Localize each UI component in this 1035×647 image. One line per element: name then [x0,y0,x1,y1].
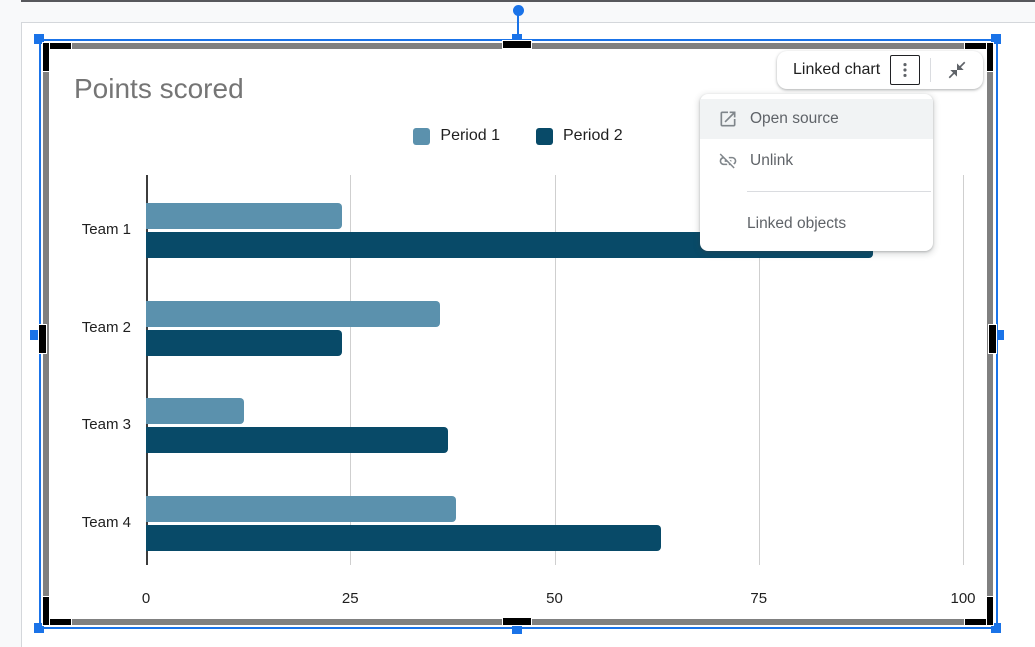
menu-item-label: Open source [750,110,839,127]
open-in-new-icon [720,111,736,127]
gridline [963,175,964,565]
x-tick-label: 75 [750,590,768,607]
crop-handle-middle-right[interactable] [989,325,996,353]
chart-title: Points scored [74,73,244,104]
menu-item-label: Unlink [750,152,794,169]
toolbar-bottom-edge [21,0,1035,2]
legend-label: Period 1 [440,127,500,144]
y-axis-line [146,175,148,565]
chart-row-team-4: Team 4 [82,468,963,566]
crop-handle-top-right[interactable] [965,43,993,49]
more-options-button[interactable] [890,55,921,85]
linked-chart-toolbar: Linked chart [777,51,984,89]
crop-handle-bottom-center[interactable] [503,618,531,625]
resize-handle-middle-right[interactable] [994,330,1004,340]
bar-period-1 [146,398,245,424]
crop-handle-bottom-right[interactable] [987,597,993,625]
crop-handle-bottom-left[interactable] [43,619,71,625]
resize-handle-bottom-center[interactable] [512,624,522,634]
x-tick-label: 0 [141,590,151,607]
menu-item-unlink[interactable]: Unlink [700,141,933,181]
crop-handle-top-left[interactable] [43,43,49,71]
chart-row-team-3: Team 3 [82,370,963,468]
menu-item-label: Linked objects [747,215,847,232]
rotation-handle-line [517,14,519,40]
chart-row-team-2: Team 2 [82,273,963,371]
crop-handle-top-center[interactable] [503,41,531,48]
category-label: Team 2 [81,318,131,336]
crop-handle-middle-left[interactable] [39,325,46,353]
bar-period-1 [146,495,457,522]
crop-handle-top-left[interactable] [43,43,71,49]
menu-item-open-source[interactable]: Open source [700,99,933,139]
gridline [350,175,352,565]
legend-label: Period 2 [563,127,623,144]
x-tick-label: 50 [546,590,563,607]
category-label: Team 4 [81,513,131,531]
legend-swatch [536,127,553,145]
bar-period-1 [146,203,343,229]
category-label: Team 1 [81,221,131,238]
bar-period-2 [146,524,661,551]
crop-handle-bottom-right[interactable] [965,619,993,625]
bar-period-2 [146,427,449,453]
gridline [554,175,556,565]
toolbar-separator [930,58,932,82]
crop-handle-bottom-left[interactable] [43,597,49,625]
legend-item-2: Period 2 [536,127,623,145]
resize-handle-middle-left[interactable] [30,330,40,340]
link-off-icon [719,153,737,169]
x-tick-label: 25 [341,590,359,607]
x-tick-label: 100 [950,590,976,607]
collapse-button[interactable] [941,54,974,86]
chart-legend: Period 1 Period 2 [49,127,987,145]
crop-handle-top-right[interactable] [987,43,993,71]
vertical-dots-icon [903,63,907,77]
bar-period-2 [146,329,343,356]
linked-chart-label: Linked chart [793,61,881,78]
collapse-arrows-icon [948,61,966,79]
bar-period-1 [146,300,441,327]
legend-item-1: Period 1 [413,127,500,145]
rotation-handle[interactable] [513,5,524,16]
linked-chart-menu: Open source Unlink Linked objects [700,94,933,251]
linked-chart-object[interactable]: Points scored Period 1 Period 2 Team 1 Tea… [43,43,993,625]
x-axis-tick-labels: 0 25 50 75 100 [142,590,976,610]
gridline [758,175,760,565]
legend-swatch [413,127,431,145]
menu-item-linked-objects[interactable]: Linked objects [700,204,933,244]
category-label: Team 3 [81,416,131,433]
menu-divider [747,191,931,192]
